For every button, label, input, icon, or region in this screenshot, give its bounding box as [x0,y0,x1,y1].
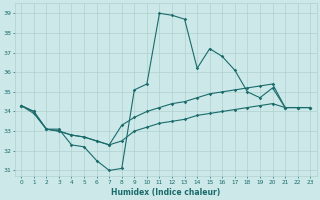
X-axis label: Humidex (Indice chaleur): Humidex (Indice chaleur) [111,188,220,197]
